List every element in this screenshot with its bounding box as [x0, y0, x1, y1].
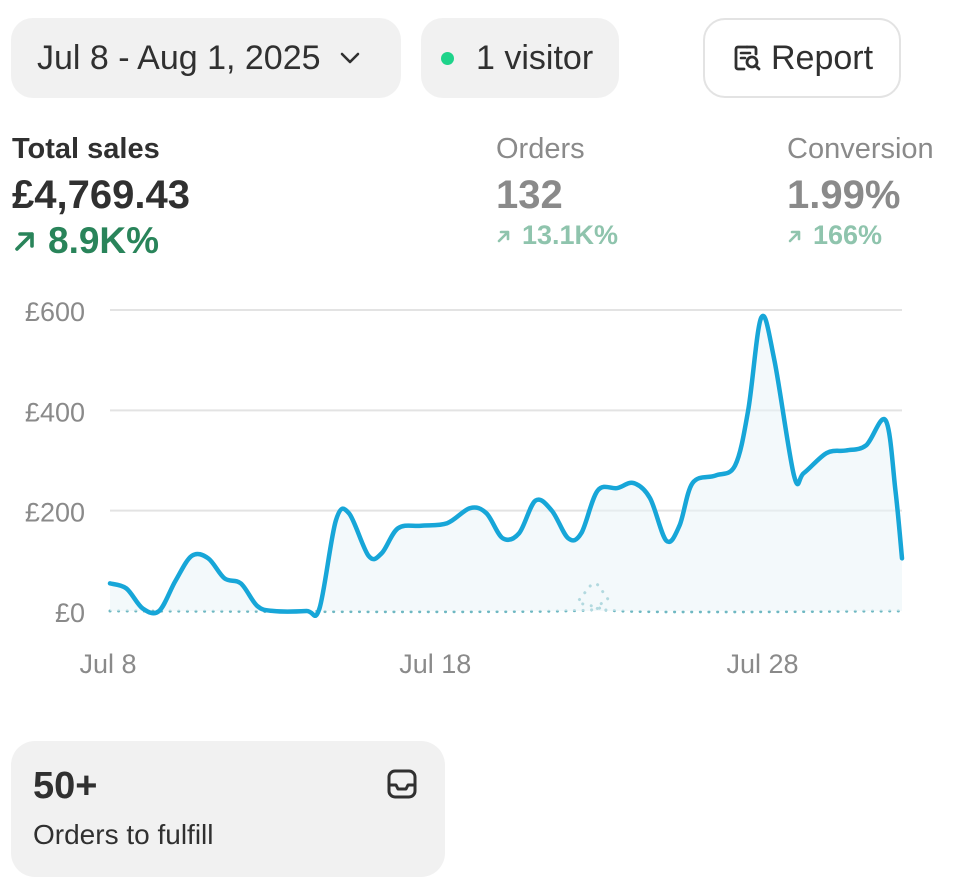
orders-to-fulfill-card[interactable]: 50+ Orders to fulfill [11, 741, 445, 877]
live-visitors-button[interactable]: 1 visitor [421, 18, 619, 98]
metric-value: 132 [496, 173, 563, 217]
fulfill-label: Orders to fulfill [33, 819, 214, 850]
metric-label: Orders [496, 133, 585, 165]
x-tick-label: Jul 8 [79, 649, 136, 679]
date-range-label: Jul 8 - Aug 1, 2025 [37, 38, 321, 77]
y-tick-label: £400 [25, 397, 85, 427]
x-tick-label: Jul 28 [727, 649, 799, 679]
inbox-icon [385, 767, 419, 806]
sales-line-chart[interactable]: £0 £200 £400 £600 Jul 8 Jul 18 Jul 28 [0, 280, 960, 700]
metric-change: 13.1K% [496, 220, 618, 251]
comparison-series-line [108, 581, 904, 614]
metric-conversion[interactable]: Conversion 1.99% 166% [787, 132, 934, 251]
metric-change: 166% [787, 220, 934, 251]
visitor-count: 1 visitor [476, 38, 594, 77]
metric-change: 8.9K% [12, 220, 190, 262]
metric-total-sales[interactable]: Total sales £4,769.43 8.9K% [12, 132, 190, 262]
fulfill-count: 50+ [33, 765, 98, 807]
arrow-up-right-icon [496, 228, 512, 244]
y-tick-label: £200 [25, 498, 85, 528]
metric-value: £4,769.43 [12, 173, 190, 217]
metric-orders[interactable]: Orders 132 13.1K% [496, 132, 618, 251]
arrow-up-right-icon [787, 228, 803, 244]
chevron-down-icon [339, 51, 361, 65]
metric-label: Total sales [12, 133, 160, 165]
x-tick-label: Jul 18 [399, 649, 471, 679]
sales-series-area [110, 315, 902, 616]
y-tick-label: £600 [25, 297, 85, 327]
date-range-picker[interactable]: Jul 8 - Aug 1, 2025 [11, 18, 401, 98]
report-search-icon [731, 42, 763, 74]
y-tick-label: £0 [55, 598, 85, 628]
live-status-dot [441, 51, 454, 65]
metric-change-value: 166% [813, 220, 883, 250]
metric-change-value: 8.9K% [48, 220, 160, 261]
metric-value: 1.99% [787, 173, 901, 217]
report-button[interactable]: Report [703, 18, 901, 98]
report-label: Report [771, 38, 874, 77]
metric-change-value: 13.1K% [522, 220, 619, 250]
metric-label: Conversion [787, 133, 934, 165]
arrow-up-right-icon [12, 228, 38, 254]
